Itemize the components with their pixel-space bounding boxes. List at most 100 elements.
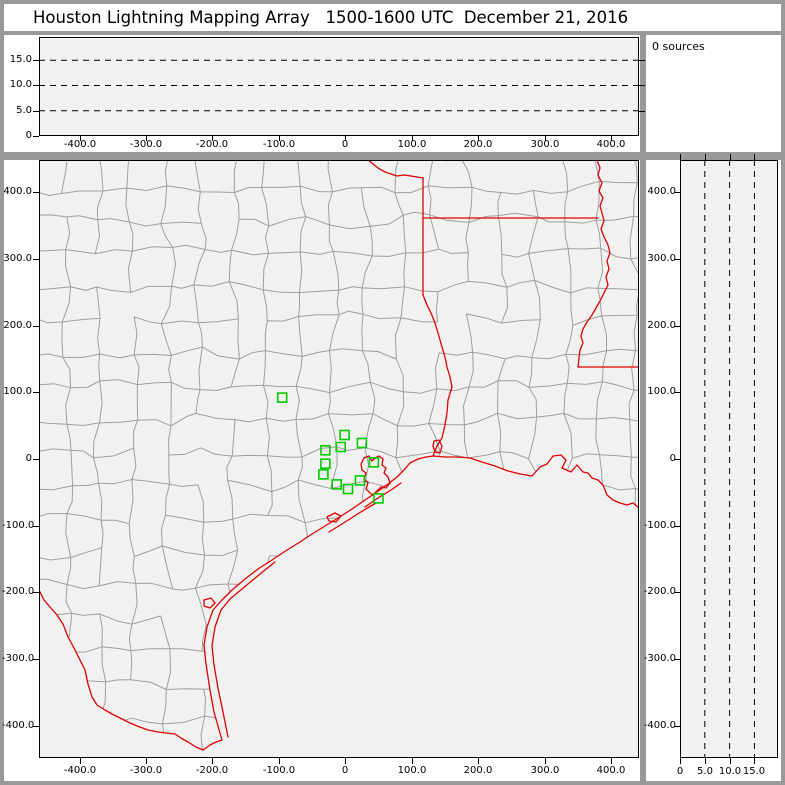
border-galveston_island (364, 482, 402, 508)
station-marker (276, 392, 288, 403)
divider-columns (640, 35, 646, 781)
title-bar: Houston Lightning Mapping Array 1500-160… (4, 4, 781, 31)
tick-mark (545, 136, 546, 141)
divider-rows (4, 152, 781, 160)
tick-mark (545, 758, 546, 764)
map-xtick: 100.0 (397, 765, 427, 776)
ew-alt-xtick: -200.0 (195, 139, 229, 150)
ew-alt-ytick: 0 (25, 130, 32, 141)
station-marker (339, 429, 350, 441)
border-padre_island (211, 561, 276, 738)
border-mississippi_river (577, 160, 611, 368)
ew-alt-xtick: 100.0 (397, 139, 427, 150)
tick-mark (33, 60, 39, 61)
water-sabine_lake (432, 439, 443, 454)
map-xtick: -400.0 (63, 765, 97, 776)
map-ytick: -200.0 (2, 586, 35, 597)
map-ytick: 400.0 (3, 186, 32, 197)
tick-mark (705, 758, 706, 764)
tick-mark (611, 758, 612, 764)
tick-mark (33, 459, 39, 460)
ns-alt-xtick: 10.0 (718, 766, 742, 777)
tick-mark (33, 136, 39, 137)
tick-mark (412, 758, 413, 764)
tick-mark (80, 136, 81, 141)
border-sabine_river (422, 294, 453, 457)
tick-mark (33, 526, 39, 527)
station-marker (342, 483, 354, 495)
station-marker (320, 444, 331, 456)
station-marker (335, 441, 347, 453)
tick-mark (680, 758, 681, 764)
ns-alt-ytick: 0 (669, 453, 676, 464)
tick-mark (674, 659, 680, 660)
ew-alt-xtick: 300.0 (530, 139, 560, 150)
tick-mark (33, 659, 39, 660)
tick-mark (674, 592, 680, 593)
altitude-ns-plot[interactable] (680, 160, 778, 758)
water-corpus_bay (203, 597, 216, 609)
station-marker (331, 479, 343, 490)
tick-mark (674, 392, 680, 393)
tick-mark (279, 136, 280, 141)
border-matagorda_island (328, 502, 377, 533)
water-matagorda_bay (326, 512, 342, 523)
station-marker (354, 475, 366, 486)
ew-alt-xtick: -300.0 (129, 139, 163, 150)
map-ytick: -400.0 (2, 720, 35, 731)
ew-alt-ytick: 5.0 (16, 105, 32, 116)
ew-alt-ytick: 10.0 (9, 79, 32, 90)
map-xtick: 400.0 (596, 765, 626, 776)
tick-mark (674, 459, 680, 460)
altitude-ew-plot[interactable] (39, 37, 639, 136)
ns-alt-xtick: 5.0 (697, 766, 713, 777)
tick-mark (33, 326, 39, 327)
sources-count-label: 0 sources (652, 40, 705, 53)
ew-alt-xtick: 200.0 (463, 139, 493, 150)
tick-mark (754, 758, 755, 764)
ew-alt-ytick: 15.0 (9, 54, 32, 65)
ns-alt-xtick: 15.0 (742, 766, 766, 777)
tick-mark (80, 758, 81, 764)
ns-alt-ytick: -300.0 (643, 653, 676, 664)
tick-mark (33, 726, 39, 727)
map-ytick: 200.0 (3, 320, 32, 331)
tick-mark (730, 758, 731, 764)
ew-alt-xtick: 400.0 (596, 139, 626, 150)
ns-alt-ytick: 200.0 (647, 320, 676, 331)
tick-mark (33, 85, 39, 86)
map-ytick: 100.0 (3, 386, 32, 397)
tick-mark (639, 85, 645, 86)
tick-mark (33, 192, 39, 193)
ew-alt-xtick: 0 (341, 139, 349, 150)
water-galveston_bay (360, 455, 391, 496)
border-red_river (367, 160, 424, 179)
station-marker (368, 456, 380, 468)
map-xtick: 0 (341, 765, 349, 776)
tick-mark (212, 758, 213, 764)
tick-mark (212, 136, 213, 141)
ns-alt-ytick: 300.0 (647, 253, 676, 264)
ns-alt-ytick: 100.0 (647, 386, 676, 397)
plan-view-map-plot[interactable] (39, 160, 639, 758)
ns-alt-ytick: -100.0 (643, 520, 676, 531)
tick-mark (33, 592, 39, 593)
divider-under-title (4, 31, 781, 35)
sources-panel: 0 sources (646, 35, 781, 152)
tick-mark (705, 154, 706, 160)
tick-mark (611, 136, 612, 141)
tick-mark (345, 758, 346, 764)
map-ytick: 0 (25, 453, 32, 464)
tick-mark (674, 259, 680, 260)
tick-mark (345, 136, 346, 141)
station-marker (356, 437, 368, 449)
window-border-bottom (0, 781, 785, 785)
border-rio_grande (39, 589, 223, 751)
border-coast (203, 454, 639, 741)
tick-mark (674, 326, 680, 327)
tick-mark (478, 136, 479, 141)
map-xtick: 200.0 (463, 765, 493, 776)
ns-alt-ytick: 400.0 (647, 186, 676, 197)
page-title: Houston Lightning Mapping Array 1500-160… (33, 8, 629, 27)
window-border-top (0, 0, 785, 4)
